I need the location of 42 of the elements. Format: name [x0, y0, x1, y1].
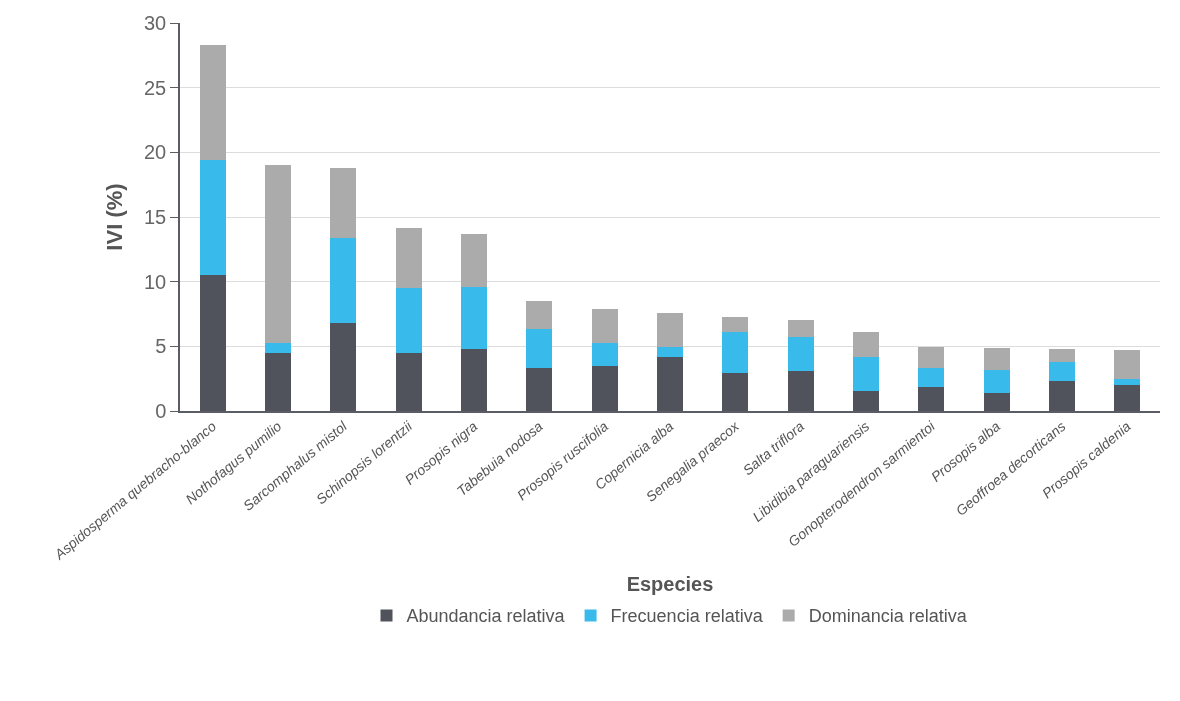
bar — [852, 356, 880, 391]
bar — [460, 233, 488, 288]
y-tick-label: 0 — [155, 400, 167, 422]
y-tick-label: 30 — [144, 12, 167, 34]
legend-label: Dominancia relativa — [808, 606, 968, 627]
x-axis-title: Especies — [626, 572, 714, 595]
bar — [787, 320, 814, 337]
bar — [1048, 361, 1076, 382]
legend-label: Frecuencia relativa — [610, 606, 764, 627]
bar — [199, 160, 226, 276]
bar — [591, 309, 618, 344]
bar — [722, 317, 749, 333]
bar — [983, 370, 1010, 393]
bar — [264, 343, 292, 354]
y-axis-title: IVI (%) — [102, 183, 128, 251]
bar — [460, 287, 488, 349]
y-tick-label: 25 — [144, 76, 167, 99]
bar — [526, 328, 553, 369]
bar — [1048, 348, 1076, 362]
bar — [918, 368, 945, 388]
y-tick-label: 5 — [155, 335, 167, 358]
bar — [395, 227, 422, 289]
bar — [526, 301, 553, 329]
bar — [330, 167, 357, 239]
bar — [656, 346, 684, 357]
bar — [395, 288, 422, 354]
bar — [787, 336, 814, 371]
bar — [591, 343, 618, 366]
y-tick-label: 15 — [144, 206, 167, 228]
y-tick-label: 20 — [144, 141, 167, 164]
bar — [852, 332, 880, 357]
bar — [1114, 379, 1141, 386]
bar — [199, 44, 226, 161]
legend-label: Abundancia relativa — [406, 606, 566, 627]
bar — [983, 348, 1010, 371]
bar — [722, 332, 749, 374]
y-tick-label: 10 — [144, 270, 167, 293]
bar — [264, 164, 292, 344]
bar — [918, 346, 945, 369]
bar — [1114, 349, 1141, 380]
bar — [656, 312, 684, 347]
bar — [330, 238, 357, 324]
